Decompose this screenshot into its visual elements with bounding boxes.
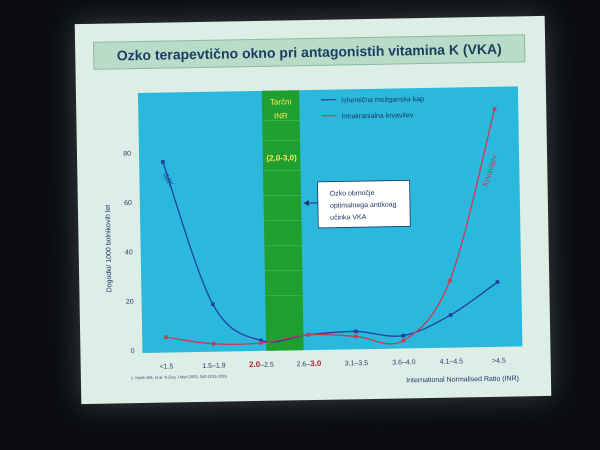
projected-slide: Ozko terapevtično okno pri antagonistih … xyxy=(74,15,552,405)
y-axis-ticks: 0 20 40 60 80 xyxy=(123,151,134,356)
data-point-imk xyxy=(401,333,406,338)
y-tick-label: 80 xyxy=(123,151,131,158)
legend: Ishemična možganska kap Intrakranialna k… xyxy=(321,96,424,120)
y-axis-label: Dogodki/ 1000 bolnikovih let xyxy=(105,205,114,293)
x-tick-label: 2.6–3.0 xyxy=(296,359,321,368)
band-gridline xyxy=(263,219,302,222)
series-layer xyxy=(161,107,500,346)
x-tick-label: >4.5 xyxy=(492,358,506,365)
annotation-line2: optimalnega antikoag xyxy=(330,202,397,210)
data-point-krv xyxy=(492,107,497,111)
y-tick-label: 0 xyxy=(130,348,134,355)
data-point-krv xyxy=(164,335,168,340)
data-point-imk xyxy=(354,329,358,334)
data-point-krv xyxy=(306,332,311,337)
legend-label-imk: Ishemična možganska kap xyxy=(341,96,424,104)
x-tick-label: 1.5–1.9 xyxy=(202,363,226,370)
annotation-line3: učinka VKA xyxy=(330,214,367,222)
data-point-krv xyxy=(211,341,216,346)
y-tick-label: 40 xyxy=(125,249,133,256)
data-point-krv xyxy=(448,278,452,283)
annotation-box: Ozko območje optimalnega antikoag učinka… xyxy=(303,179,411,229)
band-gridline xyxy=(262,119,300,122)
band-gridline xyxy=(263,169,301,172)
y-tick-label: 60 xyxy=(124,200,132,207)
band-gridline xyxy=(262,139,301,142)
gridlines xyxy=(262,119,303,297)
x-tick-label: 3.6–4.0 xyxy=(392,359,416,366)
chart: 0 20 40 60 80 <1.5 1.5–1.9 2.0–2.5 2.6–3.0 3.1–3… xyxy=(105,86,523,384)
band-gridline xyxy=(264,244,302,247)
data-point-krv xyxy=(401,338,406,343)
y-tick-label: 20 xyxy=(126,299,134,306)
data-point-imk xyxy=(448,313,453,317)
band-gridline xyxy=(264,269,303,272)
footnote: 1. Hylek EM, et al. N Eng J Med 2003; 34… xyxy=(131,374,228,381)
band-range-label: (2,0-3,0) xyxy=(266,153,297,163)
band-label-line2: INR xyxy=(274,111,288,120)
annotation-arrowhead xyxy=(303,200,309,207)
band-gridline xyxy=(263,194,301,197)
x-tick-label: 3.1–3.5 xyxy=(345,360,369,367)
data-point-krv xyxy=(354,334,358,339)
data-point-imk xyxy=(495,280,500,284)
annotation-line1: Ozko območje xyxy=(330,190,375,198)
x-tick-label: <1.5 xyxy=(159,363,173,370)
legend-label-krv: Intrakranialna krvavitev xyxy=(341,112,414,120)
band-gridline xyxy=(265,294,303,297)
data-point-imk xyxy=(211,302,215,307)
band-label-line1: Tarčni xyxy=(270,97,292,106)
x-tick-label: 4.1–4.5 xyxy=(440,358,464,365)
series-line-krv xyxy=(165,109,496,346)
data-point-krv xyxy=(259,341,263,345)
x-axis-label: International Normalised Ratio (INR) xyxy=(406,375,519,384)
data-point-imk xyxy=(161,160,165,164)
x-axis-ticks: <1.5 1.5–1.9 2.0–2.5 2.6–3.0 3.1–3.5 3.6–4.0 4… xyxy=(159,358,506,371)
x-tick-label: 2.0–2.5 xyxy=(249,360,274,369)
